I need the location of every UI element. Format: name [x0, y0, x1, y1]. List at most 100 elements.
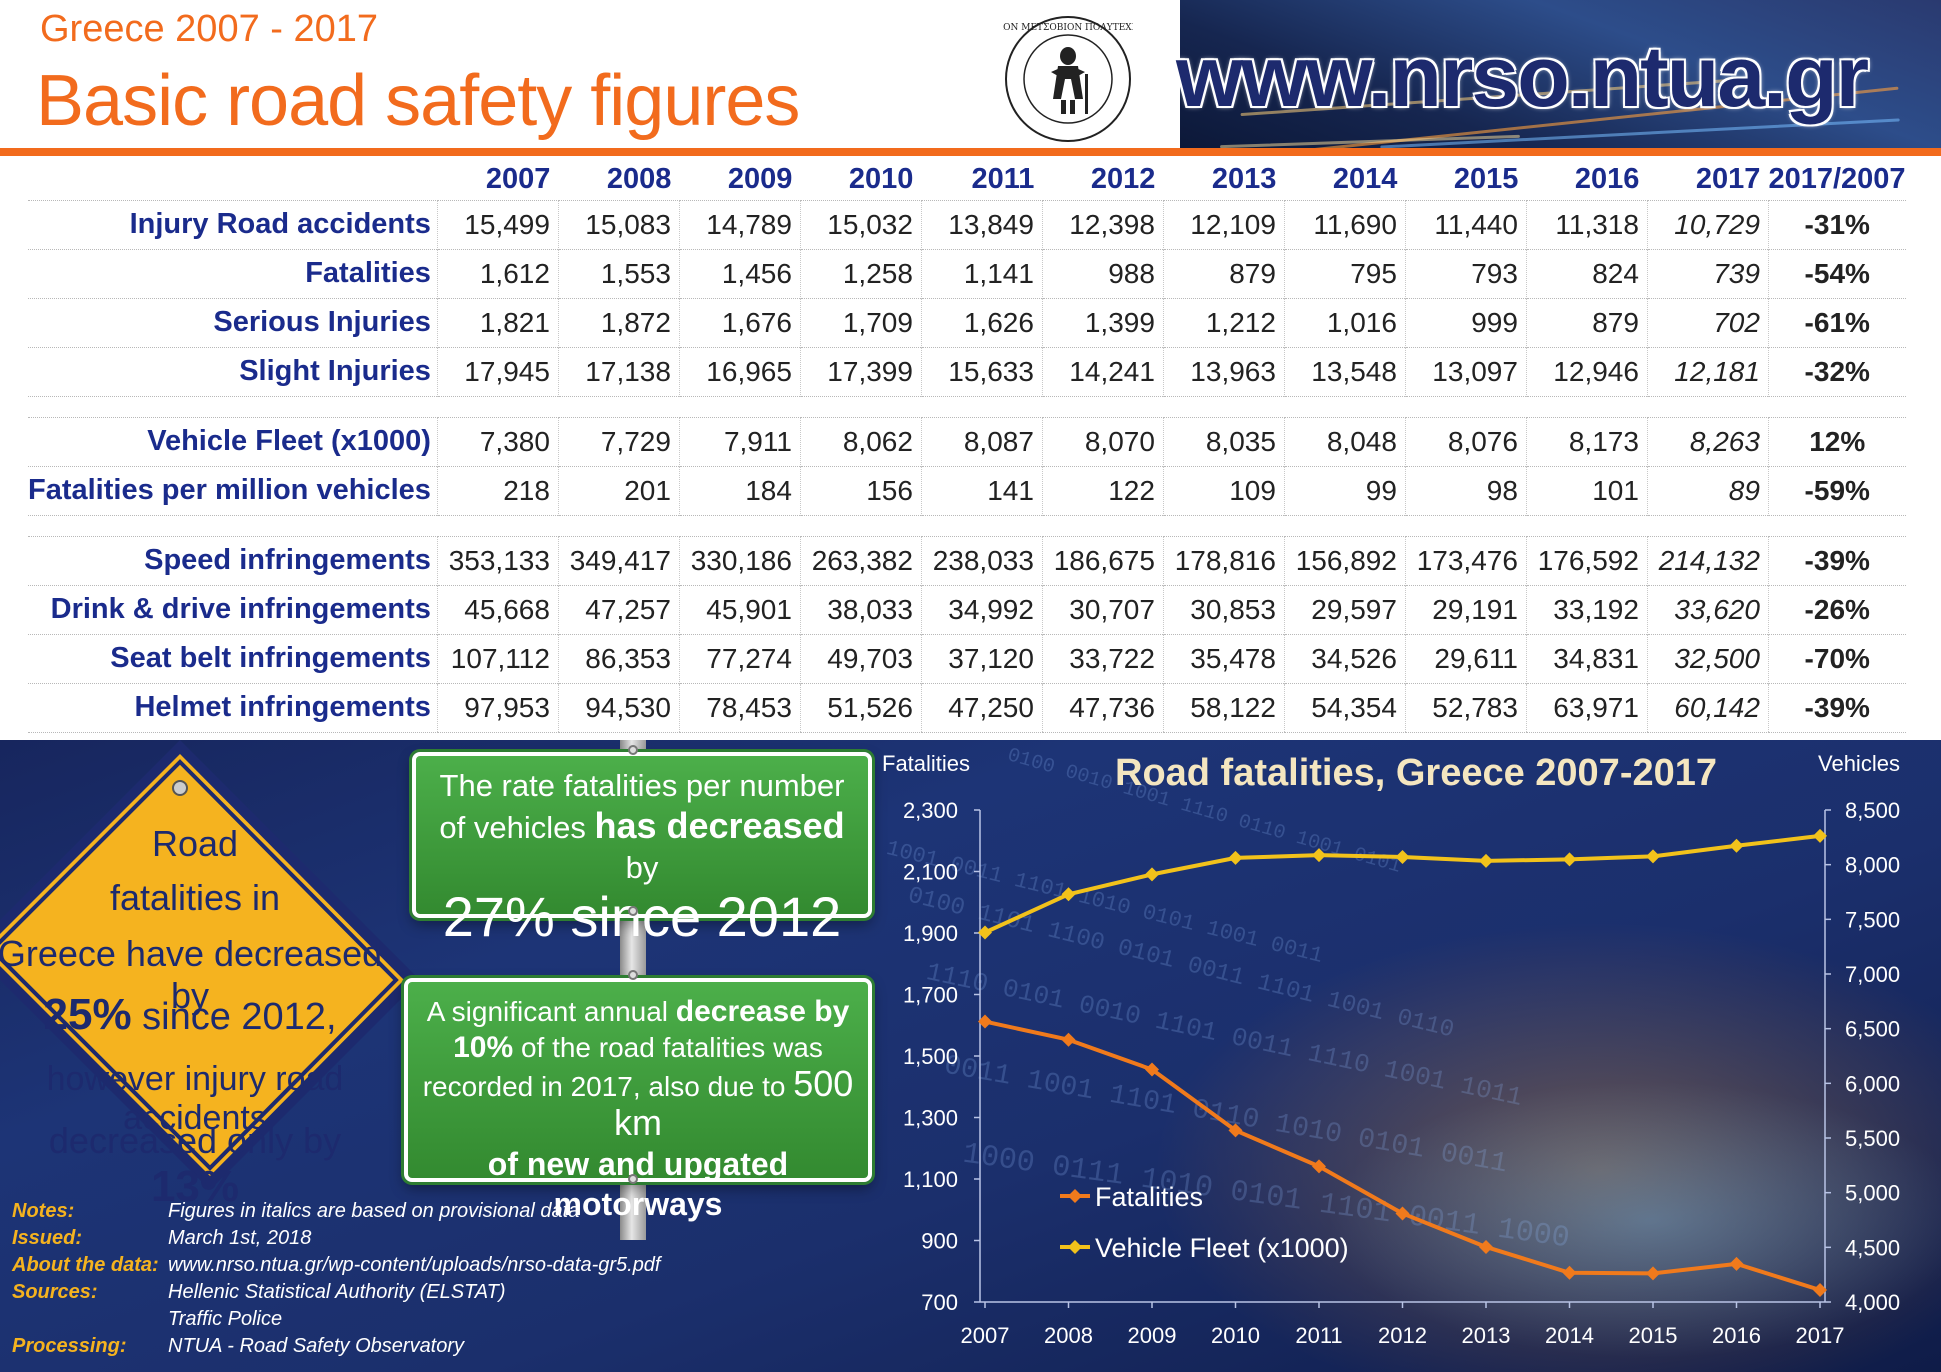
page-subtitle: Greece 2007 - 2017: [40, 8, 379, 50]
y-tick-left-label: 900: [921, 1229, 958, 1254]
sign-rate-pre: The rate fatalities per number of vehicl…: [439, 768, 845, 845]
change-cell: -26%: [1767, 584, 1906, 634]
y-tick-left-label: 1,700: [903, 983, 958, 1008]
legend-label: Vehicle Fleet (x1000): [1095, 1233, 1349, 1263]
table-cell: 1,821: [436, 297, 559, 347]
warning-line-3: Greece have decreased by: [0, 933, 383, 1016]
header-change: 2017/2007: [1768, 163, 1906, 196]
note-key: [12, 1308, 168, 1335]
data-point-vehicle-fleet: [1479, 853, 1493, 868]
data-point-vehicle-fleet: [1562, 852, 1577, 867]
warning-pct-13: 13%: [150, 1162, 240, 1211]
table-cell: 49,703: [799, 633, 922, 683]
table-cell: 33,192: [1525, 584, 1648, 634]
header-year: 2013: [1211, 163, 1277, 196]
data-point-fatalities: [1145, 1062, 1159, 1077]
table-cell: 8,048: [1283, 416, 1406, 466]
table-cell: 34,526: [1283, 633, 1406, 683]
table-cell: 8,035: [1162, 416, 1285, 466]
table-cell: 12,946: [1525, 346, 1648, 396]
infographic-panel: 1001 0011 1101 1010 0101 1001 0011 0100 …: [0, 740, 1941, 1372]
row-label: Serious Injuries: [28, 297, 438, 347]
y-tick-right-label: 7,000: [1845, 962, 1900, 987]
table-cell: 879: [1162, 248, 1285, 298]
table-cell: 11,440: [1404, 199, 1527, 249]
table-cell: 8,263: [1646, 416, 1769, 466]
table-cell: 8,062: [799, 416, 922, 466]
table-cell: 14,241: [1041, 346, 1164, 396]
note-key: Sources:: [12, 1281, 98, 1303]
table-cell: 12,109: [1162, 199, 1285, 249]
bolt-icon: [628, 906, 638, 916]
note-value: NTUA - Road Safety Observatory: [168, 1335, 465, 1357]
table-cell: 94,530: [557, 682, 680, 733]
table-cell: 34,992: [920, 584, 1043, 634]
y-tick-left-label: 2,100: [903, 860, 958, 885]
sign-rate-big: 27% since 2012: [442, 885, 842, 948]
sign-rate-text: The rate fatalities per number of vehicl…: [416, 756, 868, 888]
y-tick-right-label: 7,500: [1845, 907, 1900, 932]
table-cell: 739: [1646, 248, 1769, 298]
note-value[interactable]: www.nrso.ntua.gr/wp-content/uploads/nrso…: [168, 1254, 661, 1276]
table-cell: 34,831: [1525, 633, 1648, 683]
table-cell: 29,191: [1404, 584, 1527, 634]
table-cell: 77,274: [678, 633, 801, 683]
table-cell: 702: [1646, 297, 1769, 347]
change-cell: -54%: [1767, 248, 1906, 298]
table-cell: 29,611: [1404, 633, 1527, 683]
data-point-vehicle-fleet: [1312, 848, 1326, 863]
header-year: 2011: [971, 163, 1035, 196]
data-point-fatalities: [1646, 1266, 1660, 1281]
table-cell: 8,173: [1525, 416, 1648, 466]
table-cell: 101: [1525, 465, 1648, 515]
bolt-icon: [628, 970, 638, 980]
table-cell: 12,181: [1646, 346, 1769, 396]
table-cell: 793: [1404, 248, 1527, 298]
data-point-fatalities: [1395, 1206, 1410, 1221]
header-banner: [1180, 0, 1941, 153]
header-label-cell: [28, 160, 437, 200]
sign-annual-last: of new and upgated motorways: [487, 1146, 789, 1222]
y-tick-left-label: 700: [921, 1290, 958, 1315]
table-row: Fatalities 1,612 1,553 1,456 1,258 1,141 988 87…: [28, 248, 1906, 298]
website-url[interactable]: www.nrso.ntua.gr: [1176, 29, 1869, 125]
row-label: Fatalities: [28, 248, 438, 298]
table-cell: 10,729: [1646, 199, 1769, 249]
warning-sign-graphic: [0, 740, 420, 1190]
x-tick-label: 2013: [1462, 1323, 1511, 1348]
data-point-vehicle-fleet: [1145, 867, 1159, 882]
table-cell: 988: [1041, 248, 1164, 298]
table-cell: 60,142: [1646, 682, 1769, 733]
y-tick-right-label: 8,500: [1845, 798, 1900, 823]
x-tick-label: 2008: [1044, 1323, 1093, 1348]
table-cell: 7,380: [436, 416, 559, 466]
table-cell: 17,399: [799, 346, 922, 396]
header-year: 2016: [1574, 163, 1640, 196]
table-cell: 1,399: [1041, 297, 1164, 347]
data-point-fatalities: [1729, 1256, 1744, 1271]
legend-swatch-marker: [1068, 1240, 1082, 1254]
table-cell: 97,953: [436, 682, 559, 733]
table-cell: 156,892: [1283, 535, 1406, 585]
y-tick-left-label: 1,500: [903, 1044, 958, 1069]
change-cell: -39%: [1767, 682, 1906, 733]
table-cell: 7,729: [557, 416, 680, 466]
table-row: Vehicle Fleet (x1000) 7,380 7,729 7,911 8,06…: [28, 416, 1906, 466]
fatalities-chart: Road fatalities, Greece 2007-2017 Fatalit…: [882, 751, 1900, 1348]
sign-rate-post: by: [625, 850, 659, 885]
table-cell: 45,668: [436, 584, 559, 634]
chart-title: Road fatalities, Greece 2007-2017: [1115, 752, 1717, 794]
table-cell: 99: [1283, 465, 1406, 515]
row-label: Fatalities per million vehicles: [28, 465, 438, 515]
y-axis-right-label: Vehicles: [1818, 751, 1900, 776]
table-cell: 795: [1283, 248, 1406, 298]
header-year: 2007: [485, 163, 551, 196]
table-cell: 173,476: [1404, 535, 1527, 585]
y-tick-right-label: 6,000: [1845, 1071, 1900, 1096]
x-tick-label: 2012: [1378, 1323, 1427, 1348]
table-cell: 86,353: [557, 633, 680, 683]
table-cell: 218: [436, 465, 559, 515]
note-row: Sources: Hellenic Statistical Authority (…: [12, 1281, 661, 1308]
sign-rate-bold: has decreased: [594, 805, 845, 846]
table-cell: 51,526: [799, 682, 922, 733]
